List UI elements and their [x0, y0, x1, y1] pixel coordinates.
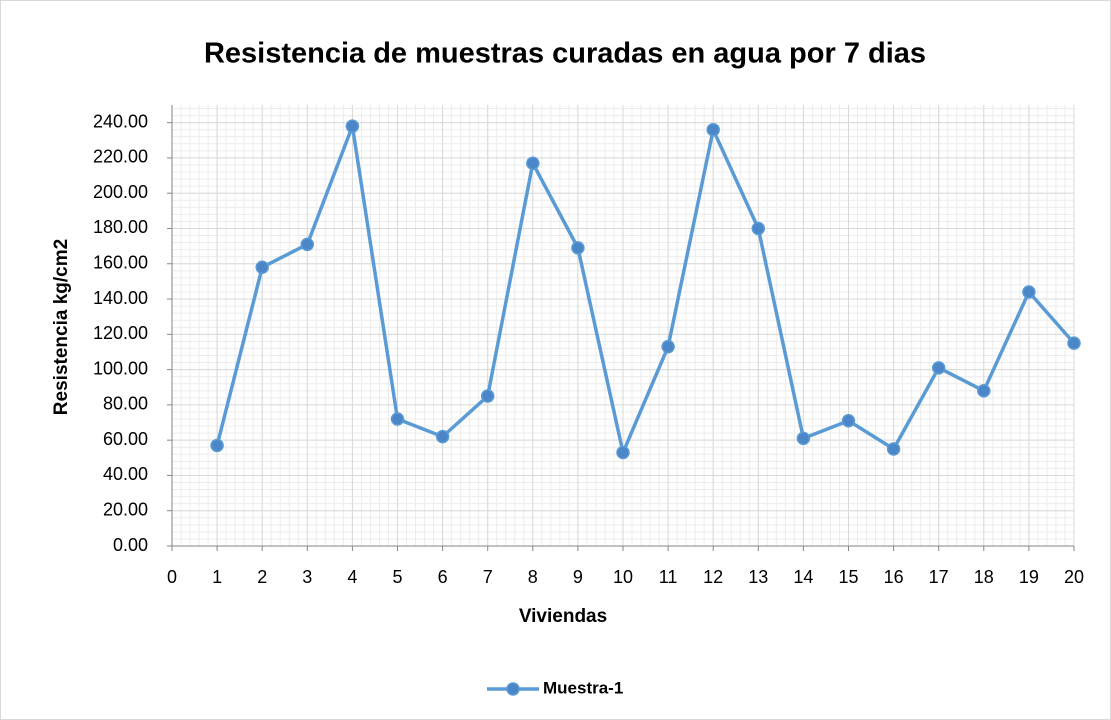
y-tick-label: 140.00: [93, 288, 148, 308]
x-tick-label: 7: [483, 567, 493, 587]
x-tick-label: 12: [703, 567, 723, 587]
y-tick-label: 40.00: [103, 464, 148, 484]
marker: [931, 361, 946, 375]
chart-title: Resistencia de muestras curadas en agua …: [204, 38, 926, 70]
legend-marker: [506, 682, 520, 696]
x-tick-label: 15: [838, 567, 858, 587]
marker: [300, 237, 315, 252]
y-tick-label: 160.00: [93, 253, 148, 273]
marker: [571, 241, 585, 255]
x-tick-label: 8: [528, 567, 538, 587]
y-axis-title: Resistencia kg/cm2: [51, 239, 72, 415]
marker: [390, 412, 405, 426]
marker: [1067, 336, 1081, 350]
marker: [526, 156, 540, 170]
x-tick-label: 1: [212, 567, 222, 587]
x-tick-label: 10: [613, 567, 633, 587]
line: [215, 124, 1076, 455]
marker: [345, 119, 360, 133]
marker: [210, 438, 224, 453]
marker: [1022, 285, 1036, 299]
x-axis-title: Viviendas: [519, 606, 607, 627]
x-tick-label: 13: [748, 567, 768, 587]
y-tick-label: 20.00: [103, 499, 148, 519]
marker: [435, 429, 450, 444]
y-tick-label: 200.00: [93, 182, 148, 202]
y-tick-label: 240.00: [93, 111, 148, 131]
marker: [886, 442, 901, 456]
y-tick-label: 120.00: [93, 323, 148, 343]
x-tick-label: 4: [347, 567, 357, 587]
y-tick-label: 0.00: [113, 535, 148, 555]
marker: [706, 122, 720, 137]
y-tick-label: 180.00: [93, 217, 148, 237]
x-tick-label: 3: [302, 567, 312, 587]
y-tick-label: 100.00: [93, 358, 148, 378]
x-tick-label: 0: [167, 567, 177, 587]
x-tick-label: 6: [438, 567, 448, 587]
marker: [796, 431, 811, 446]
legend-label: Muestra-1: [543, 678, 623, 697]
marker: [480, 389, 495, 403]
x-tick-label: 11: [659, 567, 678, 587]
marker: [977, 384, 991, 398]
y-tick-label: 220.00: [93, 147, 148, 167]
x-tick-label: 18: [974, 567, 994, 587]
marker: [751, 221, 766, 236]
x-tick-label: 16: [884, 567, 904, 587]
x-tick-label: 5: [392, 567, 402, 587]
x-tick-label: 19: [1019, 567, 1039, 587]
x-tick-label: 20: [1064, 567, 1084, 587]
x-tick-label: 9: [573, 567, 583, 587]
x-tick-label: 2: [257, 567, 267, 587]
y-tick-label: 60.00: [103, 429, 148, 449]
marker: [255, 260, 269, 275]
marker: [661, 339, 675, 354]
x-tick-label: 17: [929, 567, 949, 587]
marker: [841, 414, 856, 428]
marker: [616, 445, 630, 460]
y-tick-label: 80.00: [103, 394, 148, 414]
x-tick-label: 14: [793, 567, 813, 587]
